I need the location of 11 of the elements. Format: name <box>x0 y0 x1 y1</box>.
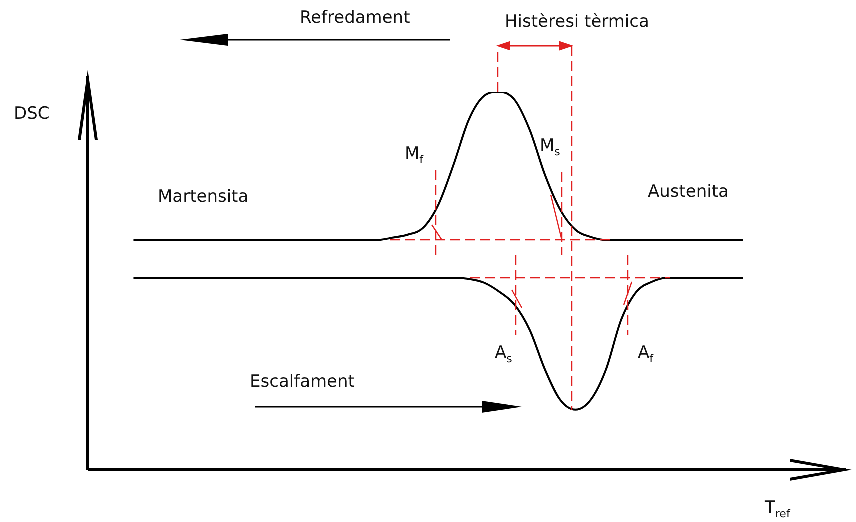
annotation: Austenita <box>648 182 729 202</box>
annotation: M$_{f}$ <box>405 144 424 166</box>
y-axis-title: DSC <box>14 104 50 124</box>
annotation: M$_{s}$ <box>540 136 560 158</box>
annotation: A$_{f}$ <box>638 343 654 366</box>
text: Histèresi tèrmica <box>505 12 650 32</box>
annotation: Escalfament <box>250 372 355 392</box>
text: Refredament <box>300 8 410 28</box>
annotation: Martensita <box>158 187 249 207</box>
x-axis-title: T$_{ref}$ <box>765 498 790 520</box>
annotation: A$_{s}$ <box>495 343 512 366</box>
